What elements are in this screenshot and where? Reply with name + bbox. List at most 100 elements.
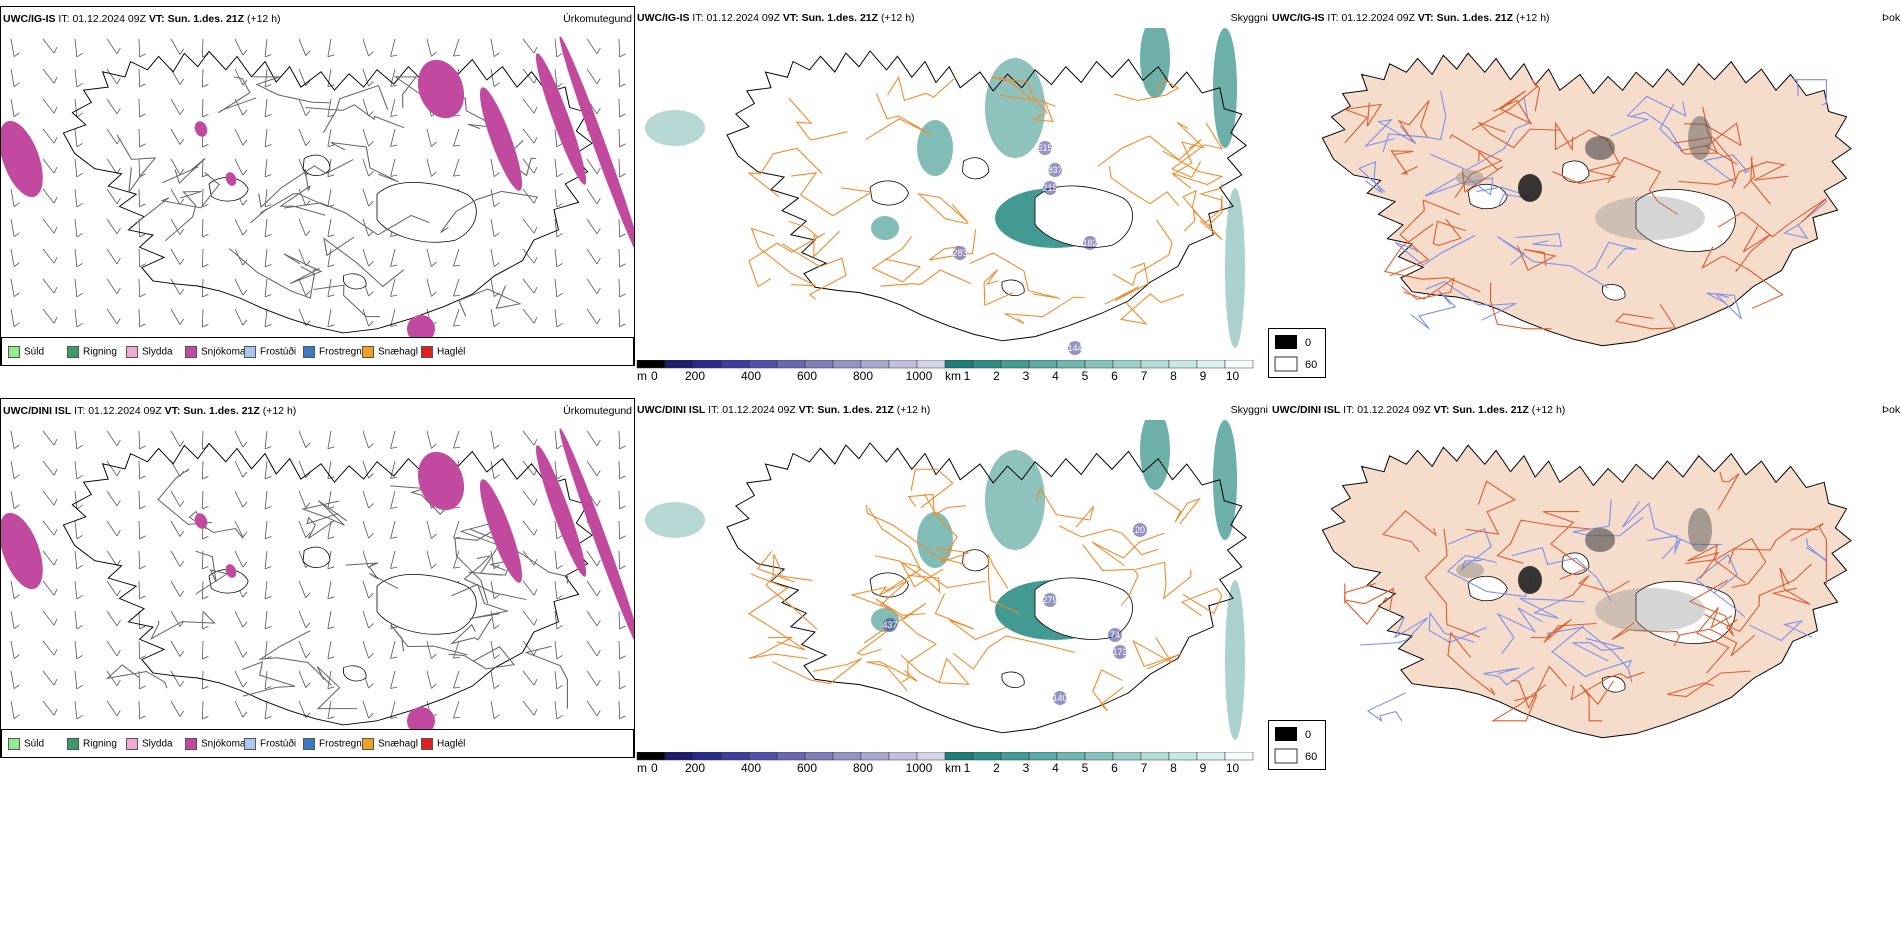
- road-line: [1632, 104, 1683, 152]
- road-line: [451, 583, 510, 620]
- road-line: [1390, 150, 1418, 175]
- wind-barb: [522, 188, 538, 204]
- visibility-scale-tick: 9: [1200, 369, 1207, 383]
- wind-barb: [362, 520, 374, 539]
- ceiling-scale-tick: 600: [797, 761, 817, 775]
- wind-barb: [170, 670, 185, 687]
- wind-barb: [170, 188, 185, 205]
- ceiling-scale-step: [664, 360, 694, 369]
- road-line: [1607, 156, 1678, 215]
- legend-swatch: [8, 346, 20, 358]
- ceiling-scale-step: [804, 360, 834, 369]
- visibility-scale-step: [1084, 752, 1114, 761]
- snowfall-area: [225, 172, 237, 186]
- visibility-scale-tick: 5: [1082, 761, 1089, 775]
- visibility-scale-tick: 7: [1141, 369, 1148, 383]
- ceiling-scale-step: [804, 752, 834, 761]
- panel-parameter-name: Úrkomutegund: [563, 405, 632, 417]
- iceland-coastline: [726, 442, 1248, 734]
- glacier-outline: [343, 273, 367, 290]
- road-line: [1114, 78, 1180, 101]
- snowfall-area: [417, 59, 465, 119]
- wind-barb: [138, 68, 146, 88]
- wind-barb: [264, 580, 272, 600]
- wind-barb: [490, 460, 500, 480]
- wind-barb: [490, 68, 500, 88]
- ceiling-scale-step: [692, 360, 722, 369]
- wind-barb: [138, 640, 146, 660]
- panel-parameter-name: Úrkomutegund: [563, 13, 632, 25]
- snowfall-area: [417, 451, 465, 511]
- road-line: [105, 664, 168, 689]
- wind-barb: [298, 700, 311, 718]
- legend-swatch: [126, 346, 138, 358]
- wind-barb: [201, 490, 209, 510]
- iceland-coastline: [1321, 444, 1852, 739]
- road-line: [1035, 487, 1095, 528]
- road-line: [1611, 622, 1680, 640]
- road-line: [1424, 173, 1494, 197]
- wind-barb: [586, 700, 601, 717]
- visibility-scale-tick: 6: [1111, 761, 1118, 775]
- wind-barb: [554, 188, 563, 208]
- wind-barb: [234, 610, 248, 628]
- glacier-outline: [376, 182, 477, 243]
- road-line: [1384, 223, 1481, 293]
- wind-barb: [264, 218, 272, 238]
- visibility-scale-tick: 2: [993, 369, 1000, 383]
- wind-barb: [522, 460, 538, 476]
- visibility-area: [917, 512, 953, 568]
- road-line: [305, 104, 405, 129]
- road-line: [454, 521, 509, 604]
- ceiling-scale-tick: 200: [685, 369, 705, 383]
- wind-barb: [201, 188, 209, 208]
- road-line: [1511, 665, 1567, 710]
- wind-barb: [10, 490, 20, 510]
- wind-barb: [74, 550, 83, 570]
- wind-barb: [201, 248, 209, 268]
- road-line: [301, 500, 347, 526]
- panel-header: UWC/IG-IS IT: 01.12.2024 09Z VT: Sun. 1.…: [3, 13, 281, 25]
- road-line: [218, 76, 257, 114]
- road-line: [900, 654, 970, 685]
- road-line: [1112, 219, 1173, 287]
- wind-barb: [490, 188, 500, 208]
- visibility-scale-tick: 10: [1226, 369, 1240, 383]
- wind-barb: [10, 670, 20, 690]
- wind-barb: [10, 278, 20, 298]
- road-line: [756, 551, 813, 583]
- wind-barb: [522, 700, 538, 716]
- panel-header: UWC/IG-IS IT: 01.12.2024 09Z VT: Sun. 1.…: [637, 12, 915, 24]
- wind-barb: [298, 430, 311, 448]
- visibility-scale-unit: km: [945, 369, 961, 383]
- glacier-outline: [1467, 184, 1508, 210]
- wind-barb: [554, 68, 563, 88]
- road-line: [1728, 528, 1818, 564]
- road-line: [928, 229, 977, 261]
- wind-barb: [327, 188, 335, 208]
- road-line: [283, 253, 323, 285]
- wind-barb: [298, 580, 311, 598]
- road-line: [1496, 519, 1590, 564]
- wind-barb: [554, 520, 563, 540]
- ceiling-scale-tick: 1000: [906, 369, 933, 383]
- ceiling-scale-tick: 200: [685, 761, 705, 775]
- road-line: [1410, 290, 1457, 330]
- road-line: [1695, 553, 1746, 618]
- wind-barb: [522, 128, 538, 144]
- wind-barb: [618, 158, 626, 178]
- wind-barb: [390, 248, 398, 267]
- wind-barb: [490, 700, 500, 720]
- visibility-scale: km 1 2 3 4 5 6 7 8 9 10: [945, 360, 1254, 383]
- road-line: [116, 134, 157, 193]
- wind-barb: [426, 278, 437, 297]
- wind-barb: [234, 218, 248, 236]
- visibility-area: [645, 110, 705, 146]
- visibility-scale-unit: km: [945, 761, 961, 775]
- fog-legend-label: 0: [1305, 729, 1311, 741]
- wind-barb: [42, 158, 58, 174]
- road-line: [316, 666, 357, 710]
- glacier-outline: [1635, 189, 1736, 252]
- snowfall-area: [559, 36, 634, 262]
- road-line: [1180, 587, 1223, 617]
